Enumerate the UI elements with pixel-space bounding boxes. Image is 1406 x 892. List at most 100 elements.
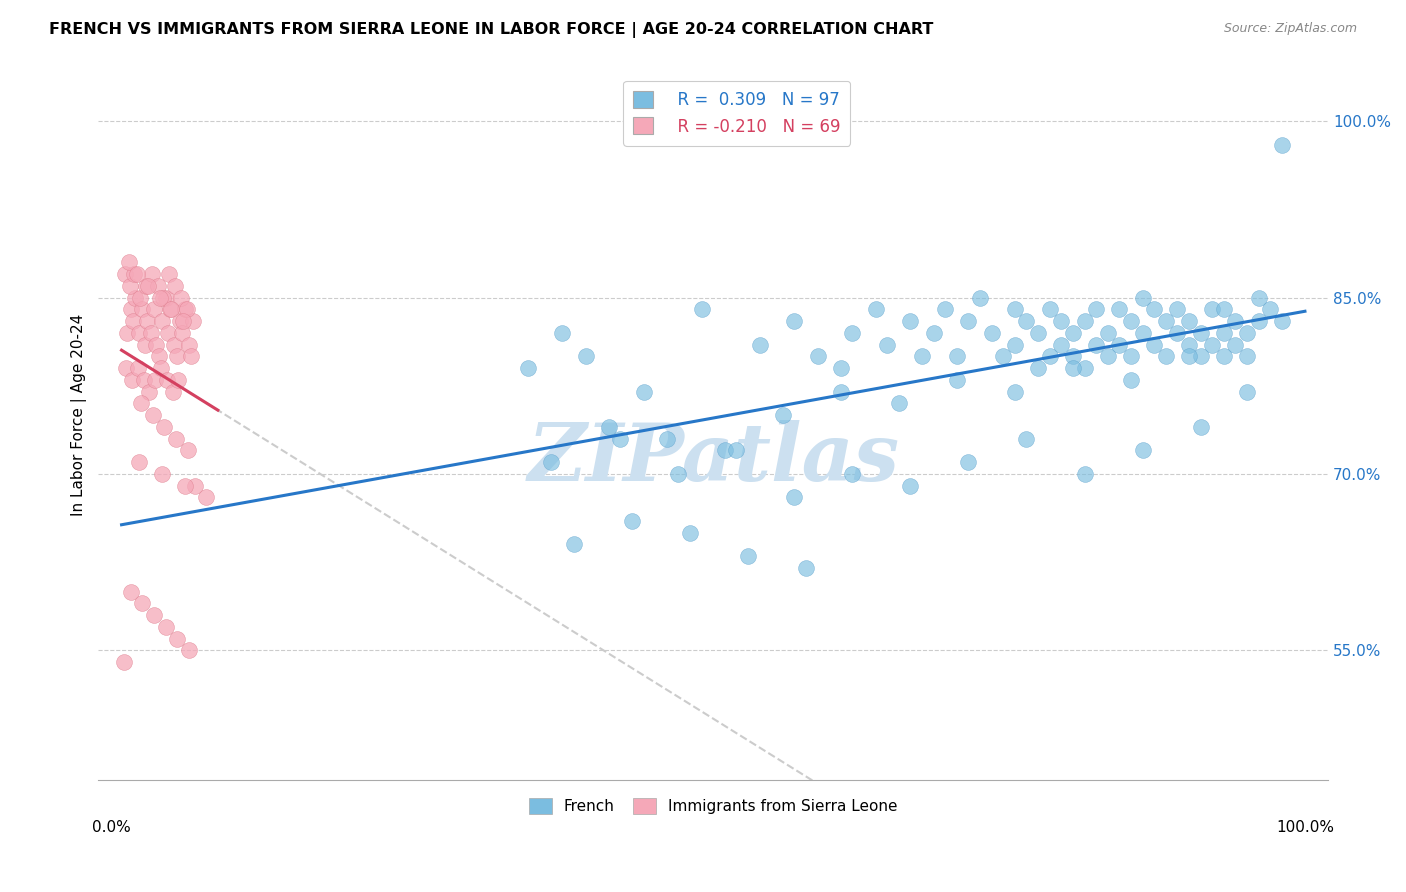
Point — [946, 350, 969, 364]
Point — [183, 479, 205, 493]
Point — [1073, 361, 1095, 376]
Point — [1039, 350, 1062, 364]
Text: 100.0%: 100.0% — [1277, 820, 1334, 835]
Point — [141, 267, 163, 281]
Point — [156, 326, 179, 340]
Point — [1004, 384, 1026, 399]
Point — [166, 350, 188, 364]
Point — [830, 384, 852, 399]
Point — [575, 350, 598, 364]
Point — [1189, 326, 1212, 340]
Point — [1166, 302, 1188, 317]
Point — [155, 291, 177, 305]
Text: ZIPatlas: ZIPatlas — [527, 420, 900, 498]
Point — [157, 267, 180, 281]
Point — [114, 267, 136, 281]
Point — [183, 314, 205, 328]
Point — [1132, 291, 1154, 305]
Y-axis label: In Labor Force | Age 20-24: In Labor Force | Age 20-24 — [72, 314, 87, 516]
Point — [135, 278, 157, 293]
Point — [139, 326, 162, 340]
Point — [128, 455, 150, 469]
Point — [1271, 137, 1294, 152]
Point — [1258, 302, 1281, 317]
Point — [129, 396, 152, 410]
Point — [1189, 420, 1212, 434]
Point — [150, 314, 173, 328]
Point — [1039, 302, 1062, 317]
Point — [1225, 337, 1247, 351]
Point — [1097, 350, 1119, 364]
Point — [156, 373, 179, 387]
Point — [1119, 314, 1142, 328]
Point — [163, 337, 186, 351]
Point — [783, 491, 806, 505]
Point — [170, 326, 193, 340]
Point — [1143, 337, 1166, 351]
Point — [169, 314, 191, 328]
Point — [153, 420, 176, 434]
Point — [1271, 314, 1294, 328]
Point — [865, 302, 887, 317]
Point — [150, 361, 173, 376]
Point — [1236, 350, 1258, 364]
Point — [121, 373, 143, 387]
Point — [1154, 350, 1177, 364]
Point — [138, 384, 160, 399]
Text: Source: ZipAtlas.com: Source: ZipAtlas.com — [1223, 22, 1357, 36]
Point — [748, 337, 770, 351]
Text: 0.0%: 0.0% — [93, 820, 131, 835]
Point — [887, 396, 910, 410]
Point — [725, 443, 748, 458]
Point — [1178, 314, 1201, 328]
Point — [155, 620, 177, 634]
Point — [934, 302, 956, 317]
Point — [118, 278, 141, 293]
Point — [165, 432, 187, 446]
Point — [1166, 326, 1188, 340]
Point — [1004, 302, 1026, 317]
Point — [120, 302, 142, 317]
Point — [1201, 337, 1223, 351]
Point — [163, 278, 186, 293]
Point — [911, 350, 934, 364]
Point — [679, 525, 702, 540]
Point — [876, 337, 898, 351]
Point — [1097, 326, 1119, 340]
Point — [115, 361, 138, 376]
Point — [122, 314, 145, 328]
Point — [160, 302, 183, 317]
Point — [176, 443, 198, 458]
Point — [132, 373, 155, 387]
Point — [166, 632, 188, 646]
Point — [177, 643, 200, 657]
Point — [772, 408, 794, 422]
Point — [633, 384, 655, 399]
Point — [841, 467, 863, 481]
Point — [136, 314, 159, 328]
Text: FRENCH VS IMMIGRANTS FROM SIERRA LEONE IN LABOR FORCE | AGE 20-24 CORRELATION CH: FRENCH VS IMMIGRANTS FROM SIERRA LEONE I… — [49, 22, 934, 38]
Point — [598, 420, 620, 434]
Point — [136, 278, 159, 293]
Legend: French, Immigrants from Sierra Leone: French, Immigrants from Sierra Leone — [520, 789, 907, 823]
Point — [159, 302, 181, 317]
Point — [1143, 302, 1166, 317]
Point — [980, 326, 1002, 340]
Point — [1247, 291, 1270, 305]
Point — [1154, 314, 1177, 328]
Point — [117, 326, 139, 340]
Point — [1178, 337, 1201, 351]
Point — [1004, 337, 1026, 351]
Point — [1212, 302, 1234, 317]
Point — [112, 655, 135, 669]
Point — [1026, 361, 1049, 376]
Point — [143, 373, 166, 387]
Point — [148, 350, 170, 364]
Point — [1073, 314, 1095, 328]
Point — [1108, 337, 1130, 351]
Point — [149, 291, 172, 305]
Point — [124, 267, 146, 281]
Point — [128, 326, 150, 340]
Point — [145, 337, 167, 351]
Point — [957, 314, 980, 328]
